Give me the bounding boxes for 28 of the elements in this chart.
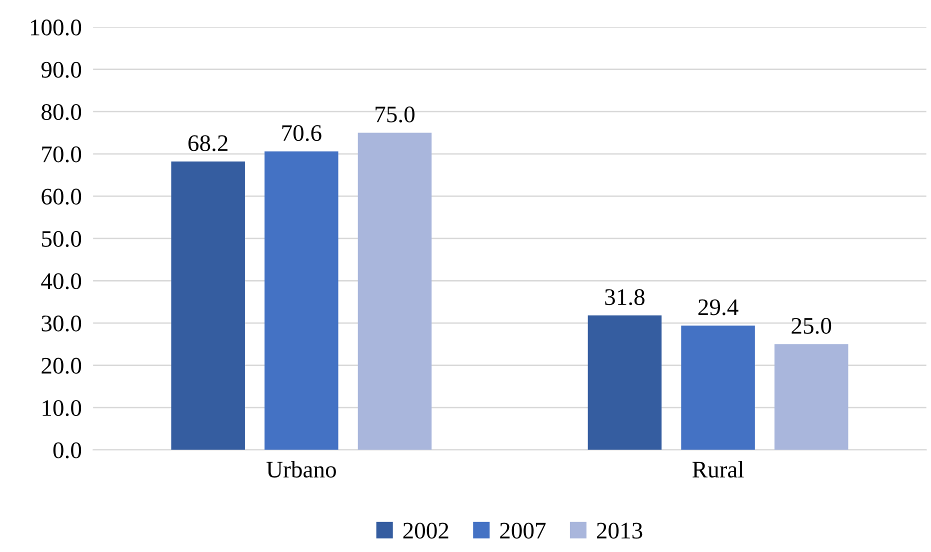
bar bbox=[588, 315, 662, 450]
y-tick-label: 20.0 bbox=[42, 358, 82, 374]
y-tick-label: 60.0 bbox=[42, 188, 82, 205]
y-tick-label: 70.0 bbox=[42, 146, 82, 162]
bar bbox=[358, 132, 432, 450]
legend-label: 2013 bbox=[596, 522, 642, 539]
data-label: 29.4 bbox=[698, 299, 738, 316]
data-label: 75.0 bbox=[376, 106, 414, 123]
y-tick-label: 40.0 bbox=[41, 273, 82, 290]
y-tick-label: 30.0 bbox=[42, 316, 82, 332]
bar bbox=[774, 344, 848, 450]
y-tick-label: 80.0 bbox=[42, 104, 82, 120]
y-tick-label: 90.0 bbox=[41, 62, 82, 78]
y-tick-label: 100.0 bbox=[30, 20, 82, 36]
legend-label: 2002 bbox=[403, 522, 448, 539]
bar bbox=[681, 326, 755, 450]
x-tick-label: Rural bbox=[692, 460, 744, 478]
x-tick-label: Urbano bbox=[266, 460, 336, 478]
bar bbox=[171, 162, 245, 450]
y-tick-label: 10.0 bbox=[42, 400, 82, 416]
data-label: 68.2 bbox=[188, 135, 228, 152]
legend-label: 2007 bbox=[500, 522, 546, 539]
y-tick-label: 50.0 bbox=[42, 230, 82, 247]
data-label: 25.0 bbox=[792, 318, 832, 334]
data-label: 70.6 bbox=[282, 125, 322, 142]
bar bbox=[264, 151, 338, 450]
data-label: 31.8 bbox=[605, 289, 644, 306]
y-tick-label: 0.0 bbox=[53, 442, 82, 458]
